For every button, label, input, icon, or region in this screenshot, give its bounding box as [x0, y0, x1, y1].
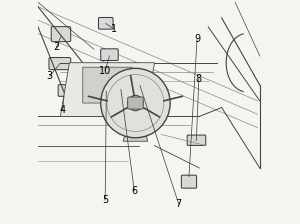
Text: 10: 10	[99, 66, 111, 75]
Polygon shape	[60, 63, 154, 116]
FancyBboxPatch shape	[98, 17, 113, 29]
FancyBboxPatch shape	[51, 27, 71, 42]
Text: 6: 6	[131, 186, 137, 196]
Ellipse shape	[115, 81, 127, 89]
Text: 5: 5	[102, 195, 108, 205]
Text: 4: 4	[60, 105, 66, 115]
FancyBboxPatch shape	[58, 85, 70, 96]
Text: 1: 1	[111, 24, 117, 34]
Text: 9: 9	[194, 34, 200, 44]
Circle shape	[128, 95, 143, 111]
FancyBboxPatch shape	[49, 58, 71, 70]
Circle shape	[101, 68, 170, 138]
FancyBboxPatch shape	[187, 135, 206, 145]
FancyBboxPatch shape	[128, 97, 143, 109]
FancyBboxPatch shape	[182, 175, 196, 188]
Text: 2: 2	[53, 42, 59, 52]
FancyBboxPatch shape	[101, 49, 118, 60]
Polygon shape	[83, 67, 132, 103]
Ellipse shape	[110, 90, 121, 98]
Text: 8: 8	[196, 74, 202, 84]
Ellipse shape	[99, 81, 114, 91]
Polygon shape	[123, 129, 148, 141]
Text: 3: 3	[46, 71, 53, 81]
Text: 7: 7	[176, 199, 182, 209]
